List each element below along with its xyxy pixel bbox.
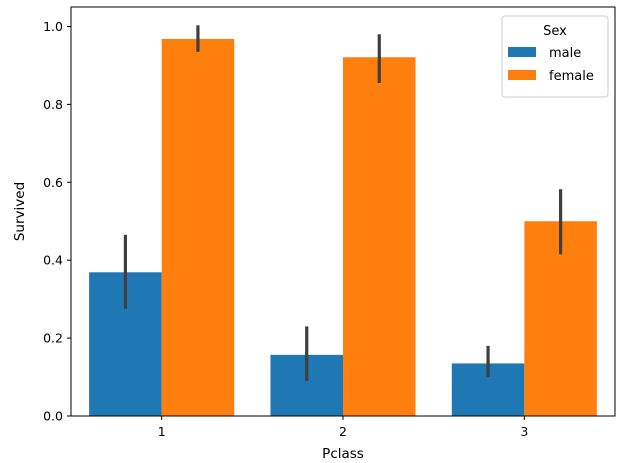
- x-axis-ticks: 1 2 3: [158, 416, 528, 439]
- legend-label-male: male: [549, 46, 581, 61]
- y-axis-label: Survived: [12, 182, 28, 241]
- bar-female-pclass-2: [343, 57, 416, 417]
- x-axis-label: Pclass: [322, 446, 364, 462]
- legend-swatch-male: [508, 47, 536, 57]
- x-tick-label: 2: [339, 424, 347, 439]
- y-tick-label: 0.8: [43, 97, 63, 112]
- legend-label-female: female: [549, 69, 594, 84]
- y-tick-label: 0.6: [43, 175, 63, 190]
- bar-female-pclass-1: [161, 38, 235, 417]
- y-tick-label: 0.0: [43, 409, 63, 424]
- legend-swatch-female: [508, 70, 536, 80]
- y-axis-ticks: 0.0 0.2 0.4 0.6 0.8 1.0: [43, 19, 71, 424]
- error-bars-layer: [123, 25, 563, 381]
- y-tick-label: 1.0: [43, 19, 63, 34]
- legend-title: Sex: [543, 24, 567, 39]
- x-tick-label: 3: [520, 424, 528, 439]
- bars-layer: [89, 38, 597, 417]
- x-tick-label: 1: [158, 424, 166, 439]
- y-tick-label: 0.2: [43, 331, 63, 346]
- legend: Sex male female: [501, 15, 609, 98]
- y-tick-label: 0.4: [43, 253, 63, 268]
